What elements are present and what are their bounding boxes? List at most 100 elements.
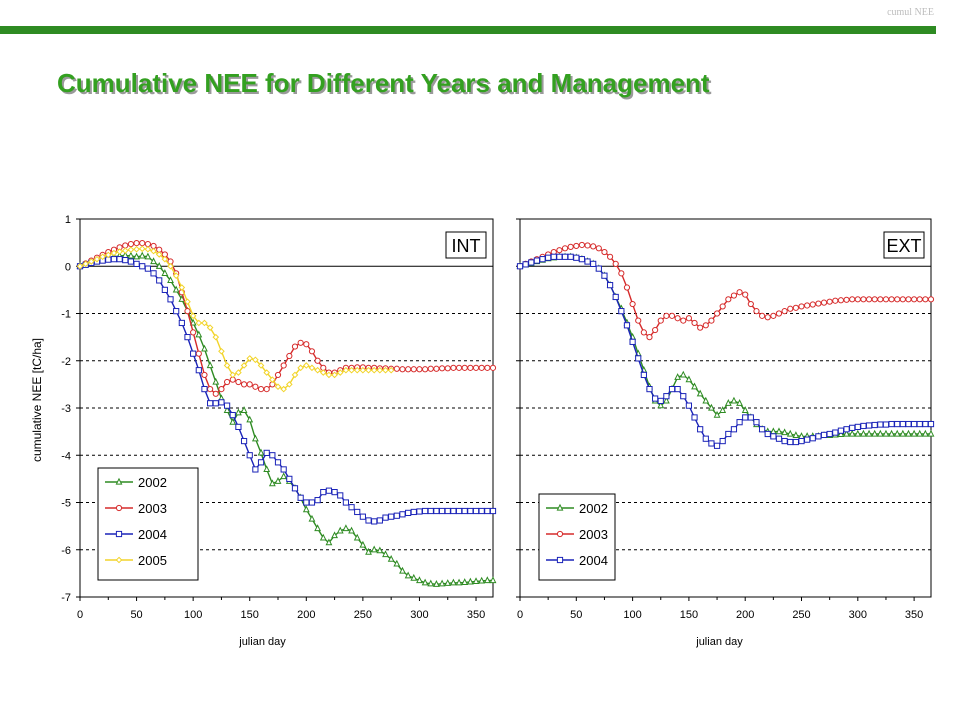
- data-point: [240, 381, 248, 388]
- data-point: [365, 366, 372, 374]
- data-point: [561, 253, 569, 260]
- data-point: [652, 326, 659, 334]
- data-point: [606, 282, 614, 289]
- data-point: [161, 255, 169, 263]
- x-tick-label: 300: [410, 609, 428, 621]
- data-point: [837, 427, 845, 434]
- data-point: [770, 312, 777, 319]
- data-point: [127, 246, 135, 254]
- data-point: [871, 429, 879, 437]
- data-point: [252, 466, 259, 473]
- data-point: [888, 429, 895, 437]
- data-point: [291, 485, 299, 492]
- data-point: [104, 251, 112, 259]
- data-point: [489, 364, 497, 371]
- data-point: [353, 533, 361, 541]
- data-point: [387, 366, 395, 374]
- x-tick-label: 150: [241, 609, 259, 621]
- data-point: [376, 546, 384, 554]
- data-point: [139, 239, 146, 247]
- data-point: [235, 378, 242, 386]
- data-point: [308, 499, 316, 506]
- data-point: [218, 347, 225, 355]
- x-tick-label: 100: [184, 609, 202, 621]
- data-point: [804, 436, 811, 443]
- data-point: [184, 298, 191, 305]
- data-point: [410, 366, 417, 373]
- series-2003: [516, 241, 935, 341]
- data-point: [916, 429, 924, 437]
- data-point: [922, 420, 929, 428]
- data-point: [251, 434, 259, 442]
- data-point: [201, 371, 208, 379]
- data-point: [657, 397, 664, 405]
- data-point: [736, 419, 743, 426]
- data-point: [466, 577, 474, 585]
- data-point: [865, 429, 873, 437]
- data-point: [556, 247, 563, 254]
- data-point: [127, 251, 135, 259]
- data-point: [662, 396, 670, 404]
- data-point: [416, 576, 423, 584]
- data-point: [410, 508, 417, 516]
- data-point: [319, 533, 327, 541]
- data-point: [342, 524, 350, 532]
- data-point: [150, 242, 157, 250]
- data-point: [449, 578, 457, 586]
- data-point: [348, 526, 355, 534]
- data-point: [212, 377, 220, 385]
- data-point: [702, 435, 709, 442]
- data-point: [483, 576, 491, 584]
- data-point: [138, 251, 146, 259]
- data-point: [82, 260, 89, 268]
- data-point: [331, 371, 338, 379]
- data-point: [742, 414, 749, 421]
- data-point: [336, 526, 344, 534]
- data-point: [708, 440, 715, 447]
- data-point: [223, 378, 231, 386]
- data-point: [218, 399, 225, 406]
- data-point: [286, 381, 293, 388]
- data-point: [640, 371, 647, 379]
- series-line-2002: [519, 256, 931, 438]
- data-point: [882, 421, 890, 428]
- data-point: [388, 513, 395, 520]
- data-point: [696, 389, 704, 397]
- data-point: [110, 249, 118, 257]
- data-point: [556, 253, 563, 260]
- data-point: [138, 245, 146, 253]
- data-point: [522, 261, 529, 268]
- data-point: [685, 402, 693, 409]
- data-point: [370, 545, 378, 553]
- data-point: [240, 406, 248, 413]
- data-point: [640, 329, 647, 336]
- data-point: [314, 357, 321, 364]
- corner-label: cumul NEE: [887, 7, 934, 18]
- data-point: [376, 517, 383, 524]
- data-point: [438, 579, 446, 587]
- data-point: [606, 253, 614, 260]
- data-point: [325, 538, 333, 546]
- data-point: [150, 257, 157, 265]
- data-point: [155, 262, 163, 269]
- data-point: [927, 429, 935, 437]
- data-point: [697, 324, 704, 331]
- data-point: [354, 508, 361, 516]
- x-tick-label: 350: [905, 609, 923, 621]
- data-point: [484, 364, 491, 371]
- data-point: [877, 421, 884, 428]
- data-point: [533, 257, 540, 264]
- data-point: [144, 252, 152, 260]
- data-point: [416, 366, 423, 373]
- data-point: [122, 257, 129, 264]
- x-tick-label: 250: [792, 609, 810, 621]
- data-point: [172, 272, 180, 280]
- data-point: [150, 270, 157, 277]
- data-point: [725, 430, 732, 438]
- data-point: [252, 356, 259, 364]
- data-point: [455, 507, 463, 515]
- data-point: [781, 308, 788, 315]
- data-point: [184, 334, 191, 341]
- data-point: [269, 376, 276, 383]
- y-tick-label: 0: [65, 261, 71, 273]
